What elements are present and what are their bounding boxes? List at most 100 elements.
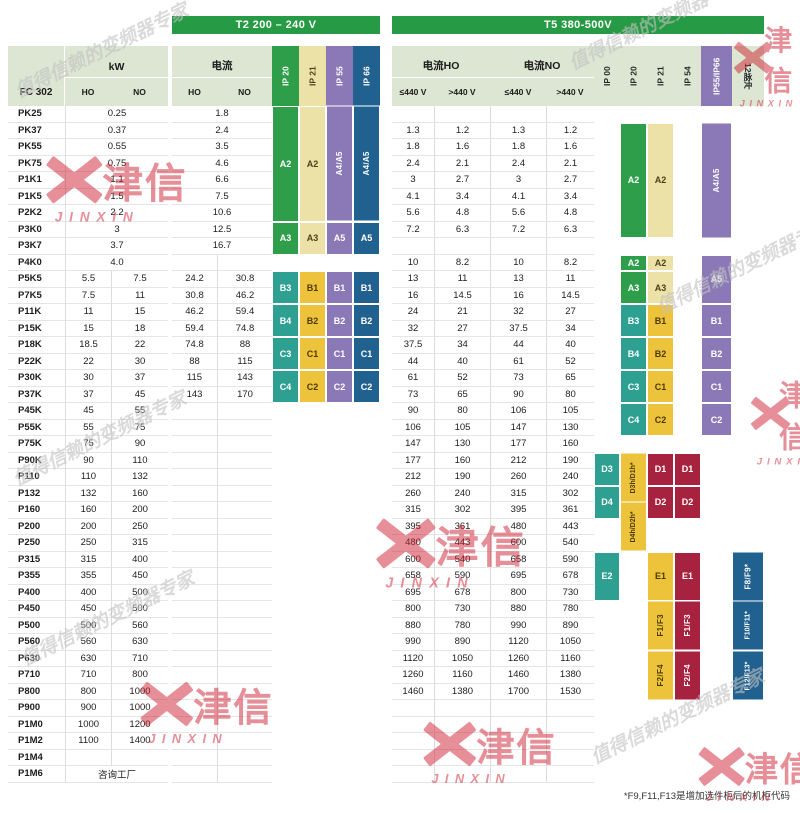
t2-ip20-header: IP 20 <box>272 46 299 106</box>
t2-ho-current-value <box>172 469 217 486</box>
model-cell: P1K5 <box>8 189 65 205</box>
t5-no-gt440-value: 780 <box>546 601 594 618</box>
frame-size-block: A3 <box>299 221 326 255</box>
t2-current-value: 16.7 <box>172 238 272 255</box>
t2-no-current-value <box>217 716 272 733</box>
model-cell: P1M6 <box>8 766 65 783</box>
frame-size-block: F2/F4 <box>647 650 674 700</box>
model-cell: P55K <box>8 420 65 436</box>
frame-size-block: A3 <box>620 271 647 304</box>
kw-ho-value: 160 <box>65 502 111 519</box>
t5-ip55-66-header: IP55/IP66 <box>701 46 732 106</box>
frame-size-block: B1 <box>701 304 732 337</box>
model-cell: P3K7 <box>8 238 65 255</box>
t2-no-current-value <box>217 551 272 568</box>
model-cell: P1M2 <box>8 733 65 750</box>
t2-ho-current-value: 143 <box>172 387 217 403</box>
frame-size-block: A3 <box>647 271 674 304</box>
t5-no-gt440-value: 190 <box>546 452 594 469</box>
model-cell: P7K5 <box>8 288 65 304</box>
t5-ho-le440-value: 10 <box>392 255 434 271</box>
t5-no-gt440-value <box>546 106 594 123</box>
t5-no-gt440-value: 34 <box>546 320 594 337</box>
kw-ho-value: 500 <box>65 617 111 634</box>
t2-no-current-value: 59.4 <box>217 304 272 321</box>
frame-size-block: A2 <box>620 254 647 271</box>
kw-value: 3 <box>65 221 168 238</box>
t5-no-gt440-value: 4.8 <box>546 205 594 222</box>
kw-ho-value: 30 <box>65 370 111 387</box>
t2-no-current-value: 74.8 <box>217 320 272 337</box>
t2-ho-current-value <box>172 519 217 535</box>
kw-no-value: 315 <box>111 535 168 552</box>
kw-no-value: 11 <box>111 287 168 304</box>
t5-ho-gt440-value: 1380 <box>434 683 490 700</box>
t5-no-le440-value: 880 <box>490 601 546 618</box>
t5-ho-gt440-value: 590 <box>434 568 490 585</box>
t2-no-current-value <box>217 568 272 585</box>
t2-ho-current-value <box>172 420 217 436</box>
t5-12pulse-header: 12脉冲 <box>732 46 764 106</box>
frame-size-block: F12/F13* <box>732 650 764 700</box>
kw-ho-value: 250 <box>65 535 111 552</box>
t5-ho-le440-value: 61 <box>392 370 434 387</box>
t5-no-le440-value: 212 <box>490 452 546 469</box>
model-cell: P160 <box>8 502 65 519</box>
t5-ho-gt440-value: 11 <box>434 271 490 288</box>
t5-no-le440-value: 1700 <box>490 683 546 700</box>
t2-no-current-value <box>217 452 272 469</box>
t2-no-header: NO <box>238 87 251 97</box>
kw-ho-value: 450 <box>65 601 111 618</box>
model-cell: P315 <box>8 552 65 568</box>
model-cell: PK37 <box>8 123 65 139</box>
t5-ho-le440-value: 13 <box>392 271 434 288</box>
t2-no-current-value: 143 <box>217 370 272 387</box>
t5-ho-le440-value: 177 <box>392 453 434 469</box>
t2-no-current-value <box>217 650 272 667</box>
t5-ho-gt440-value: 443 <box>434 535 490 552</box>
model-cell: P710 <box>8 667 65 684</box>
model-cell: P15K <box>8 321 65 337</box>
t5-ho-gt440-value: 40 <box>434 353 490 370</box>
t5-ho-le440-value: 3 <box>392 172 434 189</box>
model-cell: P500 <box>8 618 65 634</box>
header-background-left <box>8 46 168 106</box>
t2-ho-current-value <box>172 684 217 700</box>
t5-no-le440-value <box>490 749 546 766</box>
t5-no-gt440-value: 1.2 <box>546 122 594 139</box>
t5-no-le440-value: 1460 <box>490 667 546 684</box>
t2-ho-current-value <box>172 486 217 502</box>
frame-size-block: A2 <box>620 122 647 238</box>
kw-no-header: NO <box>133 87 146 97</box>
t5-no-le440-value: 13 <box>490 271 546 288</box>
kw-value: 3.7 <box>65 238 168 255</box>
t5-no-gt440-value: 80 <box>546 386 594 403</box>
t2-no-current-value <box>217 535 272 552</box>
frame-size-block: B3 <box>272 271 299 304</box>
t5-no-le440-value <box>490 238 546 255</box>
t5-no-le440-value: 800 <box>490 584 546 601</box>
brand-cn: 津信 <box>764 26 794 98</box>
frame-size-block: A2 <box>647 122 674 238</box>
model-cell: P400 <box>8 585 65 601</box>
t5-no-gt440-value: 52 <box>546 353 594 370</box>
t5-no-gt440-value: 590 <box>546 551 594 568</box>
t2-no-current-value: 30.8 <box>217 271 272 288</box>
frame-size-block: A5 <box>701 254 732 304</box>
t5-no-gt440-value <box>546 733 594 750</box>
t5-no-le440-value <box>490 716 546 733</box>
kw-ho-value: 315 <box>65 551 111 568</box>
frame-size-block: B2 <box>299 304 326 337</box>
kw-ho-value: 132 <box>65 485 111 502</box>
t5-ho-le440-value: 24 <box>392 304 434 321</box>
t5-no-gt440-value: 1530 <box>546 683 594 700</box>
model-cell: P4K0 <box>8 255 65 271</box>
t2-ho-current-value <box>172 634 217 651</box>
t5-no-le440-value <box>490 700 546 717</box>
t2-no-current-value <box>217 634 272 651</box>
frame-size-block: D1 <box>647 452 674 486</box>
t5-no-le440-value: 16 <box>490 287 546 304</box>
frame-size-block: C2 <box>326 370 353 403</box>
t2-no-current-value <box>217 733 272 750</box>
t5-ho-gt440-value: 240 <box>434 485 490 502</box>
